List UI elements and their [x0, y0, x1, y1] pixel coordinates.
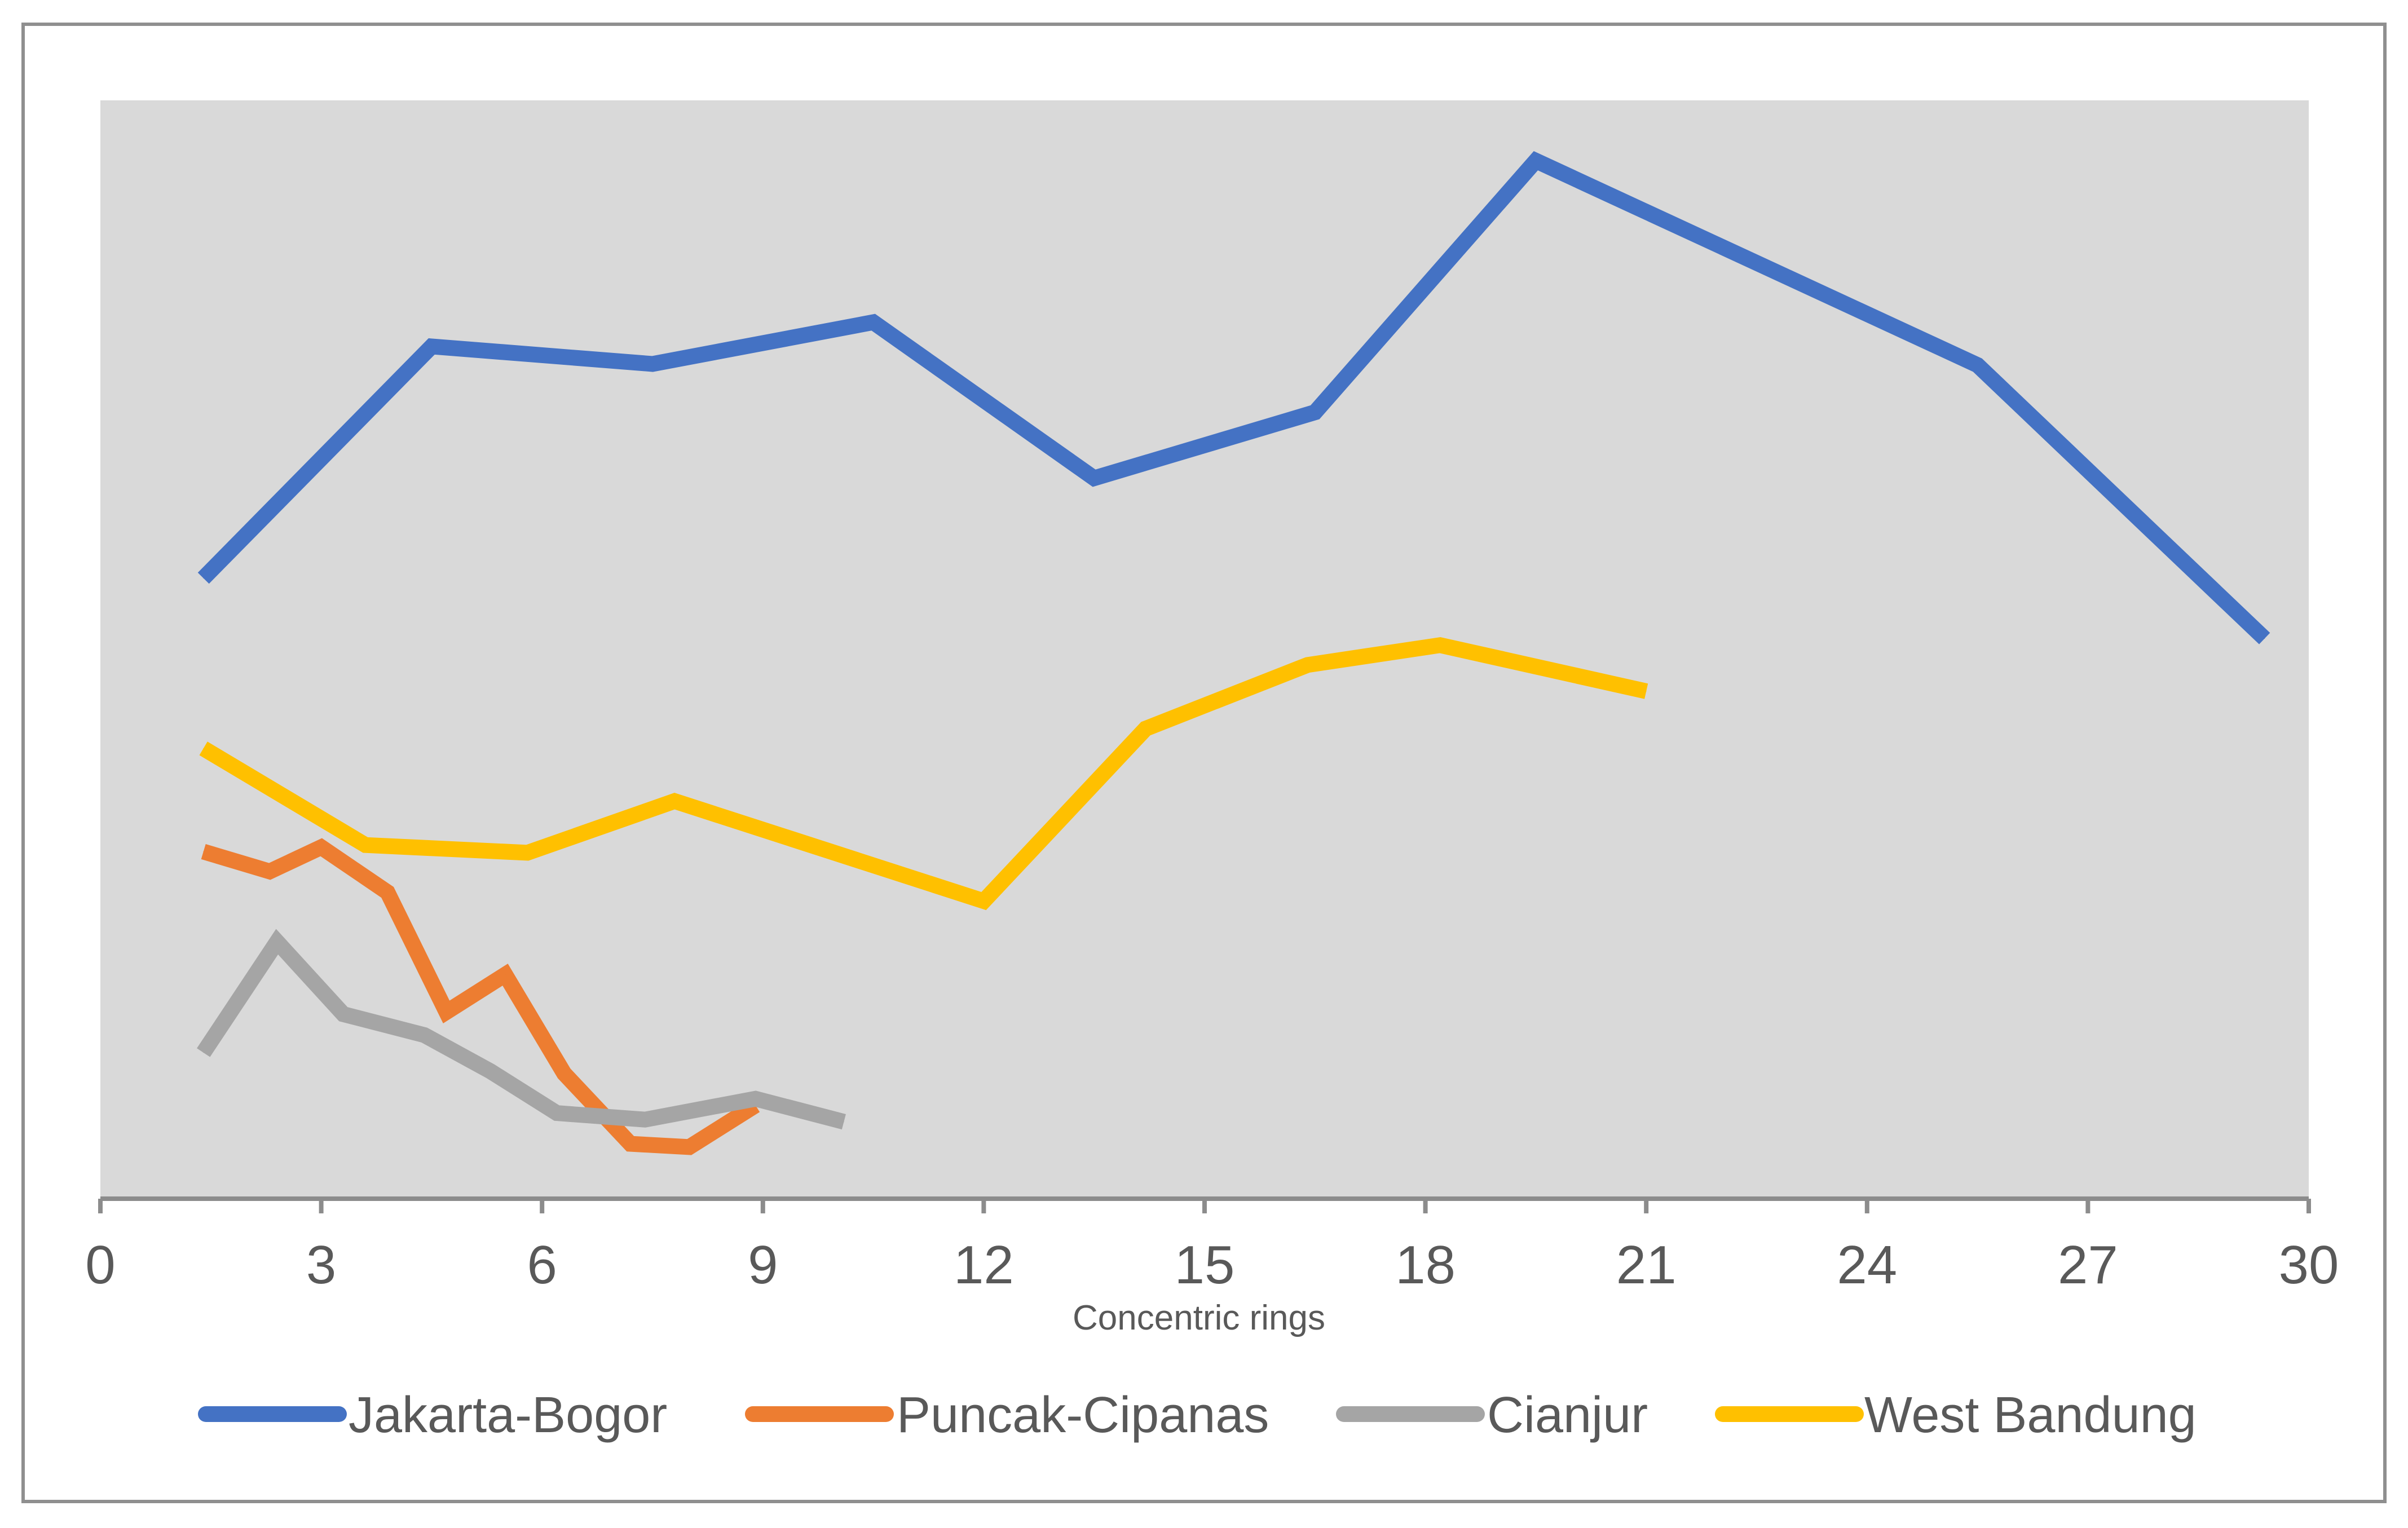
x-tick-label-12: 12: [954, 1235, 1014, 1295]
legend-label-west-bandung: West Bandung: [1864, 1387, 2197, 1443]
data-point-cianjur: [490, 1071, 491, 1072]
x-axis-title: Concentric rings: [1073, 1299, 1325, 1337]
data-point-jakarta-bogor: [2264, 638, 2265, 639]
x-tick-label-15: 15: [1175, 1235, 1235, 1295]
series-line-puncak-cipanas: [201, 838, 760, 1155]
x-tick-label-9: 9: [748, 1235, 778, 1295]
legend-label-jakarta-bogor: Jakarta-Bogor: [349, 1387, 667, 1443]
x-tick-label-18: 18: [1395, 1235, 1456, 1295]
plot-area: [100, 100, 2309, 1196]
data-point-puncak-cipanas: [387, 892, 388, 893]
legend-label-puncak-cipanas: Puncak-Cipanas: [897, 1387, 1269, 1443]
data-point-jakarta-bogor: [873, 321, 874, 323]
x-tick-label-30: 30: [2279, 1235, 2339, 1295]
x-axis-tick-labels: 0 3 6 9 12 15 18 21 24 27 30: [85, 1235, 2339, 1295]
x-tick-label-0: 0: [85, 1235, 115, 1295]
data-point-cianjur: [755, 1098, 756, 1099]
series-lines: [197, 151, 2270, 1155]
data-point-jakarta-bogor: [431, 346, 432, 347]
data-point-cianjur: [203, 1052, 204, 1053]
data-point-puncak-cipanas: [203, 851, 204, 852]
data-point-west-bandung: [1646, 691, 1647, 692]
data-point-jakarta-bogor: [1093, 478, 1095, 479]
x-axis-ticks: [98, 1199, 2311, 1213]
x-tick-label-24: 24: [1837, 1235, 1897, 1295]
legend-label-cianjur: Cianjur: [1487, 1387, 1648, 1443]
legend: Jakarta-Bogor Puncak-Cipanas Cianjur West B…: [198, 1387, 2197, 1443]
x-tick-label-27: 27: [2058, 1235, 2118, 1295]
x-tick-label-3: 3: [306, 1235, 336, 1295]
data-point-west-bandung: [1145, 728, 1146, 729]
x-tick-label-6: 6: [527, 1235, 557, 1295]
x-tick-label-21: 21: [1616, 1235, 1677, 1295]
data-point-west-bandung: [203, 748, 204, 749]
